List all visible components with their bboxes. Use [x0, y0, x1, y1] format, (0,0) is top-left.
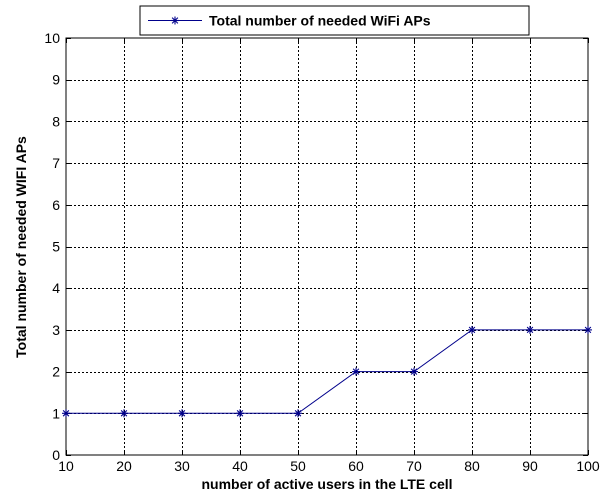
y-tick-label: 1	[52, 405, 60, 421]
data-point-marker	[352, 367, 360, 376]
legend: Total number of needed WiFi APs	[139, 5, 530, 36]
x-tick-label: 50	[290, 458, 306, 474]
data-point-marker	[468, 325, 476, 334]
y-tick-label: 10	[44, 30, 60, 46]
x-axis-label: number of active users in the LTE cell	[201, 476, 452, 492]
x-tick-labels: 10 20 30 40 50 60 70 80 90 100	[58, 458, 600, 474]
y-tick-label: 9	[52, 72, 60, 88]
x-tick-label: 60	[348, 458, 364, 474]
legend-box	[139, 5, 530, 36]
data-point-marker	[178, 409, 186, 418]
data-point-marker	[584, 325, 592, 334]
legend-star-icon	[171, 16, 179, 25]
x-tick-label: 20	[116, 458, 132, 474]
data-point-marker	[410, 367, 418, 376]
x-tick-label: 70	[406, 458, 422, 474]
x-tick-label: 80	[464, 458, 480, 474]
grid	[66, 38, 588, 455]
y-tick-label: 2	[52, 364, 60, 380]
legend-marker	[171, 16, 179, 25]
y-tick-label: 8	[52, 113, 60, 129]
axis-ticks	[66, 38, 589, 456]
y-tick-label: 3	[52, 322, 60, 338]
data-point-marker	[294, 409, 302, 418]
series-line	[66, 329, 588, 414]
y-tick-label: 4	[52, 280, 60, 296]
y-tick-label: 0	[52, 447, 60, 463]
y-tick-label: 6	[52, 197, 60, 213]
x-tick-label: 40	[232, 458, 248, 474]
y-tick-labels: 0 1 2 3 4 5 6 7 8 9 10	[44, 30, 60, 463]
data-point-marker	[62, 409, 70, 418]
data-point-marker	[120, 409, 128, 418]
plot-background	[66, 38, 588, 455]
y-tick-label: 7	[52, 155, 60, 171]
data-point-marker	[236, 409, 244, 418]
y-axis-label: Total number of needed WIFI APs	[13, 136, 29, 358]
x-tick-label: 30	[174, 458, 190, 474]
legend-label: Total number of needed WiFi APs	[209, 13, 431, 29]
series-group	[62, 325, 592, 418]
x-tick-label: 90	[522, 458, 538, 474]
y-tick-label: 5	[52, 239, 60, 255]
data-point-marker	[526, 325, 534, 334]
plot-frame	[65, 37, 589, 456]
x-tick-label: 10	[58, 458, 74, 474]
x-tick-label: 100	[576, 458, 600, 474]
